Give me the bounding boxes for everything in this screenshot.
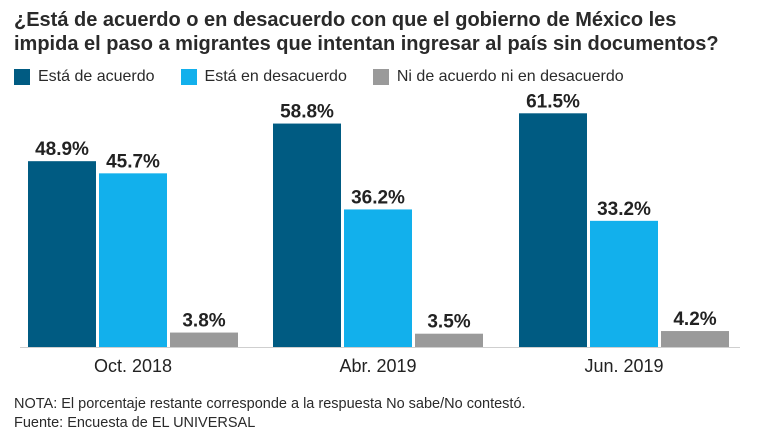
legend-swatch-neutral <box>372 69 389 85</box>
legend: Está de acuerdo Está en desacuerdo Ni de… <box>14 66 650 88</box>
bar-neutral-2 <box>415 333 483 347</box>
category-label-3: Jun. 2019 <box>584 356 663 376</box>
legend-swatch-de-acuerdo <box>14 69 30 85</box>
data-label-neutral-1: 3.8% <box>182 311 225 332</box>
data-label-de-acuerdo-3: 61.5% <box>526 91 580 112</box>
category-label-1: Oct. 2018 <box>94 356 172 376</box>
legend-label-desacuerdo: Está en desacuerdo <box>204 68 347 85</box>
legend-label-neutral: Ni de acuerdo ni en desacuerdo <box>396 68 624 85</box>
bar-de-acuerdo-2 <box>273 123 341 347</box>
data-label-neutral-2: 3.5% <box>427 312 470 333</box>
data-label-de-acuerdo-1: 48.9% <box>35 139 89 160</box>
data-label-desacuerdo-3: 33.2% <box>597 199 651 220</box>
bar-neutral-1 <box>170 332 238 347</box>
bar-de-acuerdo-3 <box>519 113 587 347</box>
legend-item-de-acuerdo: Está de acuerdo <box>14 68 155 86</box>
source-text: Fuente: Encuesta de EL UNIVERSAL <box>14 415 256 431</box>
bar-neutral-3 <box>661 331 729 347</box>
notes: NOTA: El porcentaje restante corresponde… <box>14 395 526 433</box>
legend-item-desacuerdo: Está en desacuerdo <box>180 68 347 86</box>
bar-desacuerdo-3 <box>590 220 658 347</box>
chart-title: ¿Está de acuerdo o en desacuerdo con que… <box>14 9 719 55</box>
legend-item-neutral: Ni de acuerdo ni en desacuerdo <box>372 68 624 86</box>
legend-label-de-acuerdo: Está de acuerdo <box>38 68 155 85</box>
bar-desacuerdo-2 <box>344 209 412 347</box>
data-label-de-acuerdo-2: 58.8% <box>280 102 334 123</box>
data-label-desacuerdo-1: 45.7% <box>106 151 160 172</box>
bar-de-acuerdo-1 <box>28 161 96 347</box>
bar-desacuerdo-1 <box>99 173 167 347</box>
legend-swatch-desacuerdo <box>180 69 197 85</box>
data-label-neutral-3: 4.2% <box>673 309 716 330</box>
category-label-2: Abr. 2019 <box>339 356 416 376</box>
data-label-desacuerdo-2: 36.2% <box>351 187 405 208</box>
note-text: NOTA: El porcentaje restante corresponde… <box>14 396 526 412</box>
